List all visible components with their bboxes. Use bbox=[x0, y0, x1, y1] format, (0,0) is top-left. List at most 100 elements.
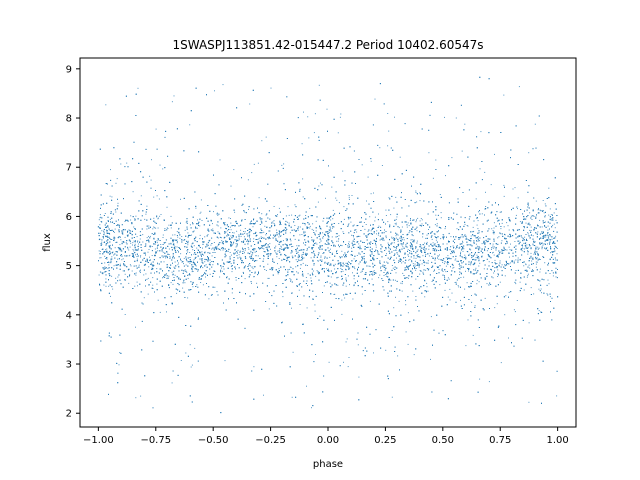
data-point bbox=[545, 234, 547, 236]
data-point bbox=[459, 274, 460, 276]
data-point bbox=[261, 245, 263, 246]
data-point bbox=[452, 245, 454, 247]
data-point bbox=[227, 230, 229, 232]
data-point bbox=[296, 245, 298, 247]
data-point bbox=[427, 262, 429, 264]
data-point bbox=[267, 277, 269, 279]
data-point bbox=[515, 270, 517, 271]
data-point bbox=[477, 220, 479, 222]
data-point bbox=[419, 263, 421, 265]
data-point bbox=[279, 224, 281, 226]
data-point bbox=[183, 280, 185, 282]
data-point bbox=[418, 263, 420, 265]
data-point bbox=[509, 256, 510, 258]
data-point bbox=[336, 199, 338, 201]
data-point bbox=[197, 270, 199, 272]
data-point bbox=[536, 257, 538, 259]
data-point bbox=[174, 274, 176, 276]
data-point bbox=[407, 266, 409, 267]
data-point bbox=[363, 222, 365, 223]
data-point bbox=[382, 232, 384, 234]
data-point bbox=[244, 228, 246, 229]
data-point bbox=[189, 124, 191, 126]
data-point bbox=[135, 274, 137, 276]
data-point bbox=[444, 277, 446, 278]
data-point bbox=[533, 229, 535, 231]
data-point bbox=[263, 394, 264, 396]
data-point bbox=[379, 147, 381, 149]
data-point bbox=[551, 238, 553, 240]
data-point bbox=[364, 228, 366, 230]
data-point bbox=[249, 235, 250, 237]
data-point bbox=[530, 252, 532, 254]
data-point bbox=[504, 275, 506, 277]
data-point bbox=[271, 222, 273, 224]
data-point bbox=[137, 248, 139, 250]
data-point bbox=[105, 285, 107, 287]
data-point bbox=[420, 249, 422, 251]
data-point bbox=[194, 347, 196, 349]
data-point bbox=[264, 225, 266, 227]
chart-title: 1SWASPJ113851.42-015447.2 Period 10402.6… bbox=[172, 38, 483, 52]
data-point bbox=[451, 157, 453, 159]
data-point bbox=[364, 247, 366, 249]
data-point bbox=[539, 259, 541, 260]
data-point bbox=[550, 219, 552, 221]
data-point bbox=[342, 170, 344, 172]
data-point bbox=[368, 265, 370, 267]
data-point bbox=[542, 200, 544, 201]
data-point bbox=[522, 246, 523, 248]
data-point bbox=[424, 296, 426, 298]
data-point bbox=[168, 224, 170, 226]
data-point bbox=[159, 311, 161, 313]
data-point bbox=[422, 273, 424, 275]
data-point bbox=[156, 215, 158, 217]
data-point bbox=[105, 222, 107, 224]
data-point bbox=[200, 275, 202, 277]
data-point bbox=[492, 232, 494, 234]
data-point bbox=[238, 254, 240, 256]
data-point bbox=[157, 263, 159, 265]
data-point bbox=[289, 268, 291, 270]
data-point bbox=[99, 217, 101, 219]
data-point bbox=[268, 246, 270, 248]
data-point bbox=[426, 234, 428, 236]
data-point bbox=[115, 182, 117, 184]
data-point bbox=[331, 236, 333, 238]
data-point bbox=[397, 253, 399, 255]
data-point bbox=[424, 242, 426, 244]
data-point bbox=[445, 257, 447, 259]
data-point bbox=[337, 240, 339, 242]
data-point bbox=[176, 292, 178, 294]
data-point bbox=[380, 266, 382, 268]
data-point bbox=[492, 243, 494, 245]
data-point bbox=[299, 234, 301, 236]
data-point bbox=[261, 213, 263, 215]
data-point bbox=[254, 251, 256, 253]
data-point bbox=[524, 227, 525, 229]
data-point bbox=[485, 191, 486, 193]
data-point bbox=[167, 228, 169, 229]
data-point bbox=[377, 253, 379, 255]
data-point bbox=[152, 288, 154, 289]
data-point bbox=[448, 232, 450, 234]
data-point bbox=[184, 229, 186, 231]
data-point bbox=[209, 273, 211, 275]
data-point bbox=[519, 281, 521, 283]
data-point bbox=[186, 259, 187, 261]
data-point bbox=[458, 286, 460, 288]
data-point bbox=[110, 262, 112, 264]
data-point bbox=[432, 257, 434, 259]
data-point bbox=[502, 252, 504, 254]
data-point bbox=[197, 219, 198, 221]
data-point bbox=[512, 188, 514, 190]
data-point bbox=[484, 171, 486, 173]
data-point bbox=[413, 354, 415, 356]
data-point bbox=[130, 219, 132, 221]
data-point bbox=[378, 213, 379, 215]
data-point bbox=[191, 269, 193, 271]
data-point bbox=[387, 113, 389, 114]
data-point bbox=[101, 217, 103, 219]
data-point bbox=[225, 240, 227, 242]
data-point bbox=[529, 267, 531, 269]
